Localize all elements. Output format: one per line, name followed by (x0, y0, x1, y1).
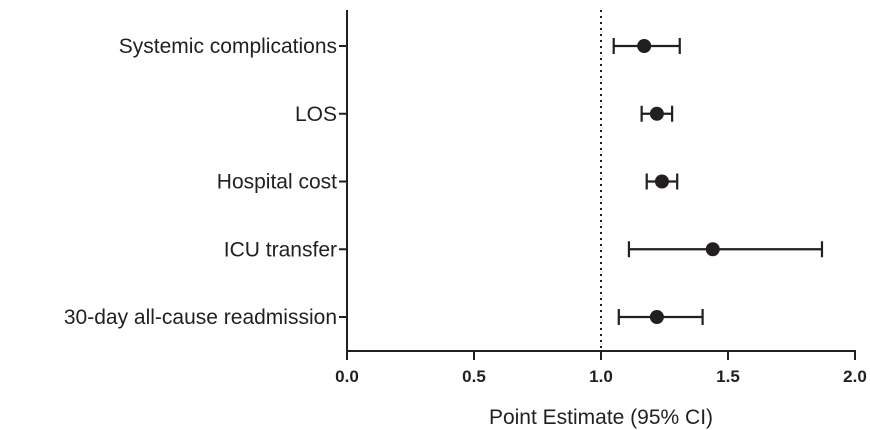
ci-row (627, 241, 824, 258)
point-estimate (637, 39, 652, 53)
category-label: Systemic complications (119, 35, 337, 58)
x-tick-label: 0.5 (462, 367, 486, 386)
category-label: ICU transfer (224, 238, 337, 261)
point-estimate (654, 174, 669, 189)
category-label: 30-day all-cause readmission (64, 306, 337, 329)
x-tick-label: 0.0 (335, 367, 359, 386)
point-estimate (705, 242, 720, 257)
ci-row (612, 38, 681, 54)
x-tick-label: 1.5 (716, 367, 740, 386)
x-tick-label: 2.0 (843, 367, 867, 386)
ci-row (617, 309, 704, 325)
point-estimate (649, 310, 664, 324)
point-estimate (649, 106, 664, 121)
category-label: Hospital cost (217, 171, 337, 194)
ci-row (640, 105, 674, 122)
category-label: LOS (295, 103, 337, 126)
x-axis-title: Point Estimate (95% CI) (489, 406, 713, 429)
ci-row (645, 173, 679, 190)
x-tick-label: 1.0 (589, 367, 613, 386)
